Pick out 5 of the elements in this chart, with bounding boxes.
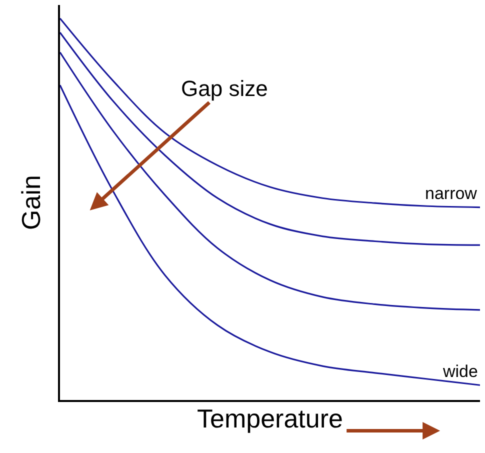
y-axis-title: Gain xyxy=(16,175,46,230)
series-label: narrow xyxy=(425,184,478,203)
annotation: Gap size xyxy=(181,76,268,101)
series-label: wide xyxy=(442,362,478,381)
x-axis-title: Temperature xyxy=(197,403,343,434)
